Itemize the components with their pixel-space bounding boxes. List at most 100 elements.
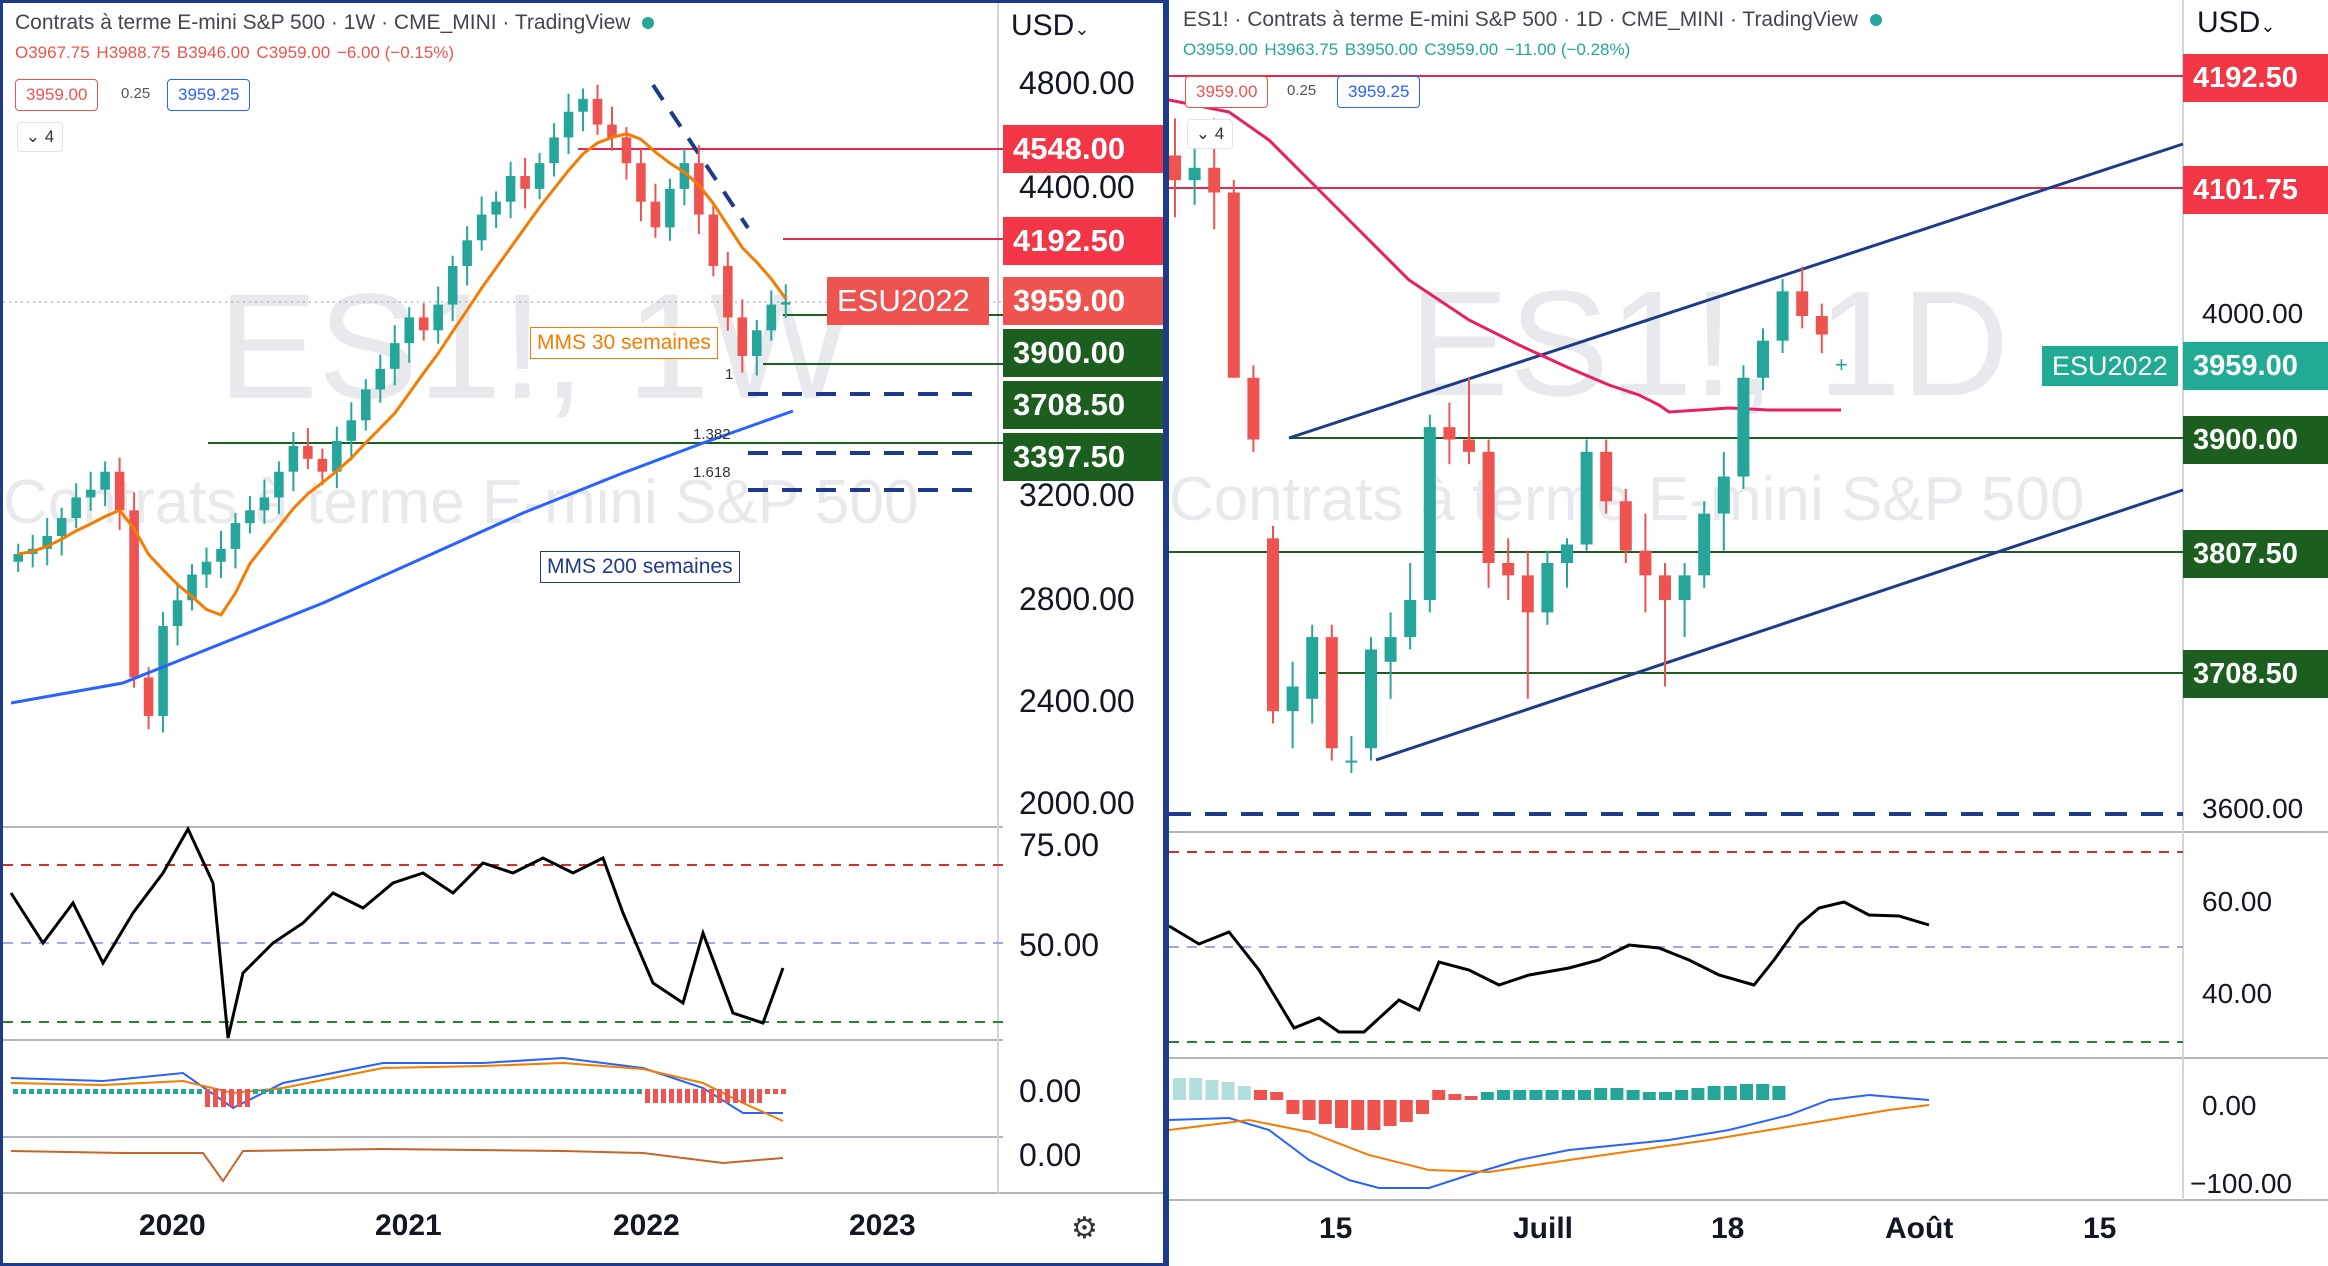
weekly-candle-body — [259, 497, 270, 511]
left-sell-price-box[interactable]: 3959.00 — [15, 79, 99, 111]
weekly-candle-body — [462, 240, 472, 266]
gear-icon[interactable]: ⚙ — [1071, 1212, 1098, 1245]
macd-histogram-bar — [493, 1089, 498, 1094]
weekly-candle-body — [780, 302, 791, 305]
weekly-candle-body — [288, 446, 299, 472]
weekly-candle-body — [245, 510, 255, 524]
weekly-chart-pane[interactable]: ES1!, 1W Contrats à terme E-mini S&P 500 … — [0, 0, 1166, 1266]
watermark-name: Contrats à terme E-mini S&P 500 — [3, 468, 918, 537]
fib-1618-label: 1.618 — [693, 464, 731, 481]
left-osc-0: 0.00 — [1019, 1137, 1082, 1173]
weekly-candle-body — [42, 536, 52, 549]
left-macd-0: 0.00 — [1019, 1073, 1082, 1109]
price-tag-3900: 3900.00 — [2183, 416, 2328, 464]
weekly-candle-body — [375, 368, 386, 390]
time-2023: 2023 — [849, 1209, 916, 1242]
right-indicator-count: 4 — [1214, 124, 1225, 143]
chevron-down-icon: ⌄ — [1074, 19, 1090, 39]
macd-histogram-bar — [285, 1089, 290, 1094]
macd-histogram-bar — [477, 1089, 482, 1094]
macd-histogram-bar — [229, 1089, 234, 1107]
left-axis-2000: 2000.00 — [1019, 785, 1135, 821]
macd-histogram-bar — [133, 1089, 138, 1094]
time-2021: 2021 — [375, 1209, 442, 1242]
weekly-candle-body — [636, 163, 646, 202]
ticker-tag-esu2022: ESU2022 — [827, 277, 989, 325]
daily-candle-body — [1776, 291, 1789, 341]
price-tag-4101: 4101.75 — [2183, 166, 2328, 214]
macd-histogram-bar — [1318, 1100, 1332, 1124]
weekly-candle-body — [520, 176, 530, 189]
daily-candle-body — [1227, 192, 1240, 378]
left-axis-4800: 4800.00 — [1019, 65, 1135, 101]
macd-histogram-bar — [93, 1089, 98, 1094]
macd-histogram-bar — [21, 1089, 26, 1094]
macd-histogram-bar — [501, 1089, 506, 1094]
macd-histogram-bar — [61, 1089, 66, 1094]
right-indicators-collapse-button[interactable]: ⌄ 4 — [1187, 119, 1233, 149]
price-tag-3397: 3397.50 — [1003, 433, 1163, 481]
macd-histogram-bar — [741, 1089, 746, 1103]
left-axis-2800: 2800.00 — [1019, 581, 1135, 617]
left-currency-label: USD — [1011, 9, 1075, 42]
mms30-line — [17, 132, 787, 617]
macd-histogram-bar — [221, 1089, 226, 1107]
macd-histogram-bar — [517, 1089, 522, 1094]
daily-candle-body — [1306, 637, 1319, 699]
macd-histogram-bar — [733, 1089, 738, 1103]
macd-histogram-bar — [1723, 1086, 1737, 1100]
price-tag-4192: 4192.50 — [2183, 54, 2328, 102]
right-buy-price-box[interactable]: 3959.25 — [1337, 76, 1421, 108]
weekly-candle-body — [418, 317, 429, 331]
macd-histogram-bar — [1205, 1080, 1219, 1100]
weekly-candle-body — [346, 420, 357, 441]
daily-candle-body — [1678, 575, 1691, 601]
time-2022: 2022 — [613, 1209, 680, 1242]
macd-histogram-bar — [557, 1089, 562, 1094]
macd-histogram-bar — [381, 1089, 386, 1094]
macd-histogram-bar — [1675, 1090, 1689, 1100]
pane-divider[interactable] — [1166, 0, 1169, 1266]
macd-histogram-bar — [405, 1089, 410, 1094]
macd-histogram-bar — [245, 1089, 250, 1107]
mms200-line — [10, 409, 794, 705]
price-tag-4548: 4548.00 — [1003, 125, 1163, 173]
macd-histogram-bar — [309, 1089, 314, 1094]
macd-histogram-bar — [37, 1089, 42, 1094]
macd-histogram-bar — [29, 1089, 34, 1094]
macd-histogram-bar — [597, 1089, 602, 1094]
right-currency-label: USD — [2197, 6, 2261, 39]
right-currency-selector[interactable]: USD⌄ — [2197, 6, 2275, 40]
macd-histogram-bar — [757, 1089, 762, 1103]
daily-candle-body — [1286, 686, 1299, 712]
macd-histogram-bar — [461, 1089, 466, 1094]
macd-histogram-bar — [725, 1089, 730, 1103]
mms30-label: MMS 30 semaines — [530, 327, 718, 359]
macd-histogram-bar — [341, 1089, 346, 1094]
left-buy-price-box[interactable]: 3959.25 — [167, 79, 251, 111]
macd-histogram-bar — [1480, 1092, 1494, 1100]
daily-chart-pane[interactable]: ES1!, 1D Contrats à terme E-mini S&P 500 +… — [1169, 0, 2328, 1266]
left-currency-selector[interactable]: USD⌄ — [1011, 9, 1089, 43]
daily-candle-body — [1561, 544, 1573, 563]
macd-histogram-bar — [669, 1089, 674, 1103]
macd-histogram-bar — [237, 1089, 242, 1107]
macd-histogram-bar — [1529, 1090, 1543, 1100]
macd-histogram-bar — [125, 1089, 130, 1094]
right-sell-price-box[interactable]: 3959.00 — [1185, 76, 1269, 108]
macd-histogram-bar — [1335, 1100, 1348, 1128]
left-indicators-collapse-button[interactable]: ⌄ 4 — [17, 122, 63, 152]
macd-histogram-bar — [1189, 1078, 1203, 1100]
right-spread: 0.25 — [1287, 82, 1317, 99]
daily-candle-body — [1717, 476, 1730, 514]
weekly-candle-body — [679, 163, 690, 189]
macd-histogram-bar — [365, 1089, 370, 1094]
weekly-candle-body — [230, 523, 241, 549]
left-rsi-75: 75.00 — [1019, 827, 1100, 863]
macd-histogram-bar — [293, 1089, 298, 1094]
left-spread: 0.25 — [121, 85, 151, 102]
macd-histogram-bar — [157, 1089, 162, 1094]
macd-histogram-bar — [421, 1089, 426, 1094]
